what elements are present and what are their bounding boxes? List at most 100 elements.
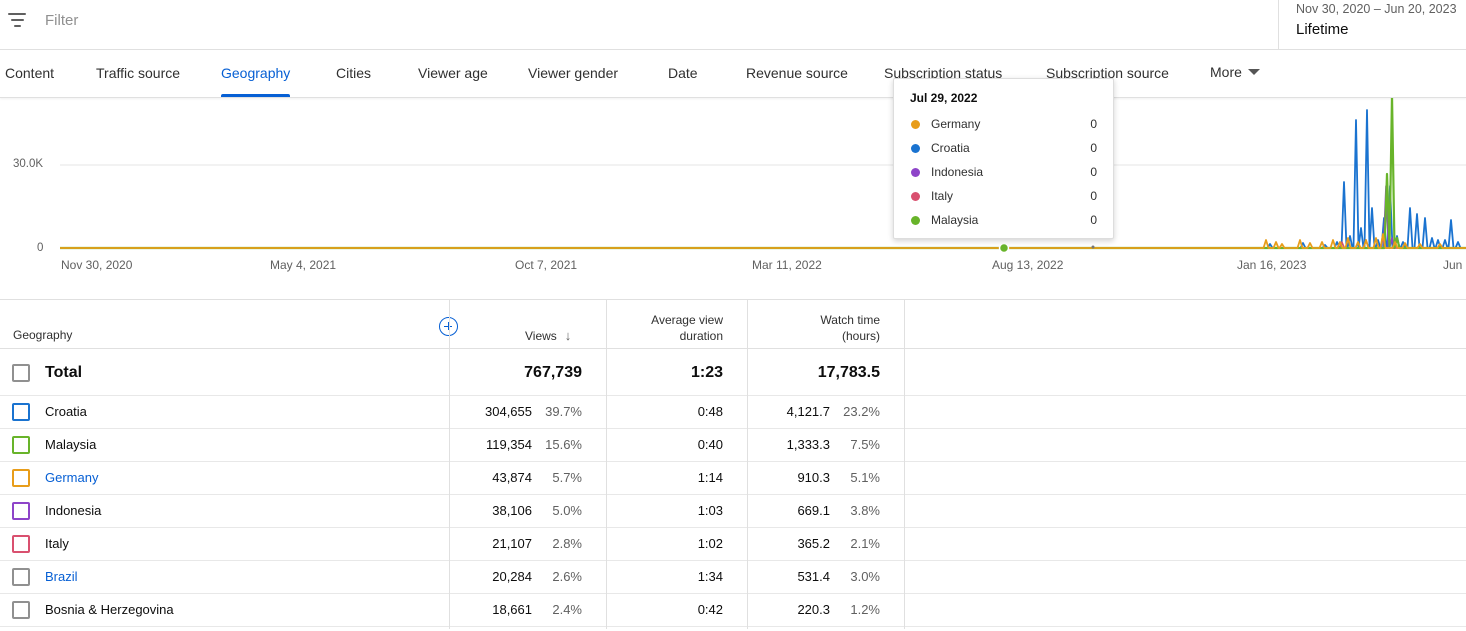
row-country-name: Malaysia [45, 437, 97, 452]
series-line-germany [60, 233, 1466, 249]
row-avg-duration: 1:02 [697, 536, 723, 551]
table-header: Geography Views ↓ Average view duration W… [0, 299, 1466, 349]
tooltip-series-value: 0 [1090, 189, 1097, 203]
column-header-avg-duration[interactable]: Average view duration [607, 312, 723, 344]
row-watch-time-percent: 23.2% [843, 404, 880, 419]
row-views: 20,284 [492, 569, 532, 584]
tab-subscription-source[interactable]: Subscription source [1046, 65, 1169, 81]
x-tick-label: Mar 11, 2022 [752, 258, 822, 272]
row-country-name: Italy [45, 536, 69, 551]
row-avg-duration: 1:14 [697, 470, 723, 485]
row-watch-time-percent: 7.5% [850, 437, 880, 452]
row-watch-time: 669.1 [797, 503, 830, 518]
column-header-watch-time-line1: Watch time [820, 313, 880, 327]
column-header-views[interactable]: Views ↓ [525, 328, 571, 343]
row-checkbox[interactable] [12, 502, 30, 520]
tab-more[interactable]: More [1210, 64, 1260, 80]
geography-table: Geography Views ↓ Average view duration W… [0, 299, 1466, 629]
column-divider [747, 299, 748, 629]
tooltip-date: Jul 29, 2022 [910, 91, 978, 105]
row-views: 43,874 [492, 470, 532, 485]
row-views-percent: 2.8% [552, 536, 582, 551]
row-checkbox[interactable] [12, 469, 30, 487]
tab-traffic-source[interactable]: Traffic source [96, 65, 181, 81]
tab-revenue-source[interactable]: Revenue source [746, 65, 848, 81]
row-watch-time: 531.4 [797, 569, 830, 584]
row-avg-duration: 0:48 [697, 404, 723, 419]
caret-down-icon [1247, 69, 1260, 75]
active-tab-indicator [221, 94, 290, 97]
chart-point [1091, 245, 1095, 249]
row-avg-duration: 1:03 [697, 503, 723, 518]
series-line-italy [60, 237, 1466, 249]
y-tick-label: 0 [37, 242, 44, 254]
row-watch-time: 365.2 [797, 536, 830, 551]
legend-dot-icon [911, 216, 920, 225]
x-tick-label: Jun [1443, 258, 1463, 272]
tab-date[interactable]: Date [668, 65, 698, 81]
row-country-name: Bosnia & Herzegovina [45, 602, 174, 617]
chart-tooltip: Jul 29, 2022 Germany 0 Croatia 0 Indonesia 0 I… [893, 78, 1114, 239]
row-views-percent: 2.6% [552, 569, 582, 584]
date-range-picker[interactable]: Nov 30, 2020 – Jun 20, 2023 Lifetime [1278, 0, 1466, 50]
row-watch-time-percent: 5.1% [850, 470, 880, 485]
x-tick-label: Aug 13, 2022 [992, 258, 1064, 272]
dimension-tabs: Content Traffic source Geography Cities … [0, 50, 1466, 98]
tooltip-series-name: Italy [931, 189, 954, 203]
total-avg-duration: 1:23 [690, 364, 723, 381]
total-views: 767,739 [524, 364, 582, 381]
tooltip-row: Italy 0 [910, 188, 1097, 212]
tooltip-series-name: Germany [931, 117, 981, 131]
row-checkbox[interactable] [12, 601, 30, 619]
table-row: Brazil 20,284 2.6% 1:34 531.4 3.0% [0, 561, 1466, 594]
row-views-percent: 5.7% [552, 470, 582, 485]
tab-viewer-age[interactable]: Viewer age [418, 65, 488, 81]
row-country-name[interactable]: Germany [45, 470, 99, 485]
total-watch-time: 17,783.5 [817, 364, 880, 381]
legend-dot-icon [911, 192, 920, 201]
filter-icon[interactable] [8, 13, 26, 27]
tab-content[interactable]: Content [5, 65, 55, 81]
table-row: Indonesia 38,106 5.0% 1:03 669.1 3.8% [0, 495, 1466, 528]
row-checkbox[interactable] [12, 436, 30, 454]
total-checkbox[interactable] [12, 364, 30, 382]
table-row: Croatia 304,655 39.7% 0:48 4,121.7 23.2% [0, 396, 1466, 429]
row-country-name: Croatia [45, 404, 87, 419]
column-header-watch-time[interactable]: Watch time (hours) [748, 312, 880, 344]
row-watch-time-percent: 3.8% [850, 503, 880, 518]
tab-cities[interactable]: Cities [336, 65, 372, 81]
row-views: 119,354 [485, 437, 532, 452]
row-watch-time-percent: 2.1% [850, 536, 880, 551]
row-checkbox[interactable] [12, 403, 30, 421]
date-range-period: Lifetime [1296, 21, 1349, 38]
tab-viewer-gender[interactable]: Viewer gender [528, 65, 619, 81]
tooltip-row: Croatia 0 [910, 140, 1097, 164]
row-checkbox[interactable] [12, 535, 30, 553]
row-views: 18,661 [492, 602, 532, 617]
table-row: Malaysia 119,354 15.6% 0:40 1,333.3 7.5% [0, 429, 1466, 462]
tooltip-series-name: Malaysia [931, 213, 979, 227]
hover-point [998, 242, 1010, 254]
column-header-geography: Geography [13, 328, 73, 342]
tab-geography[interactable]: Geography [221, 65, 291, 81]
tooltip-row: Germany 0 [910, 116, 1097, 140]
row-views: 304,655 [485, 404, 532, 419]
table-row: Bosnia & Herzegovina 18,661 2.4% 0:42 220.3 1… [0, 594, 1466, 627]
row-avg-duration: 0:40 [697, 437, 723, 452]
tab-subscription-status[interactable]: Subscription status [884, 65, 1003, 81]
row-checkbox[interactable] [12, 568, 30, 586]
row-watch-time: 910.3 [797, 470, 830, 485]
row-watch-time: 4,121.7 [786, 404, 830, 419]
tooltip-row: Malaysia 0 [910, 212, 1097, 236]
legend-dot-icon [911, 168, 920, 177]
column-header-avg-duration-line2: duration [679, 329, 723, 343]
filter-input[interactable]: Filter [45, 12, 79, 29]
row-watch-time: 220.3 [797, 602, 830, 617]
row-country-name[interactable]: Brazil [45, 569, 78, 584]
views-chart[interactable]: 30.0K 0 Nov 30, 2020 May 4, 2021 Oct 7, … [0, 98, 1466, 298]
series-line-malaysia [60, 98, 1466, 250]
tooltip-series-value: 0 [1090, 165, 1097, 179]
row-views: 38,106 [492, 503, 532, 518]
tooltip-series-name: Croatia [931, 141, 970, 155]
add-column-icon[interactable] [439, 317, 458, 336]
